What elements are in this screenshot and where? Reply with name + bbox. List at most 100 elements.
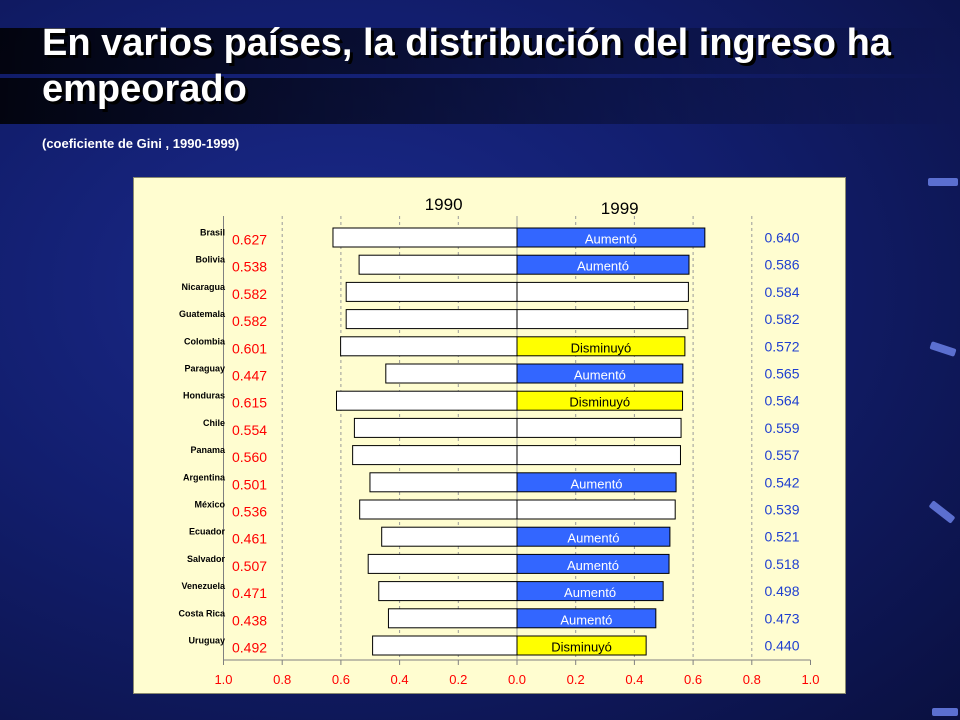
country-label: Costa Rica xyxy=(178,608,226,618)
country-label: Colombia xyxy=(184,336,226,346)
bar-1999 xyxy=(516,526,671,547)
change-label: Disminuyó xyxy=(551,640,612,655)
bar-1990 xyxy=(378,581,518,602)
value-1990-label: 0.471 xyxy=(232,585,267,601)
x-tick-label: 1.0 xyxy=(214,672,232,687)
value-1990-label: 0.582 xyxy=(232,313,267,329)
bar-1999 xyxy=(516,254,690,275)
value-1999-label: 0.539 xyxy=(764,502,799,518)
value-1990-label: 0.501 xyxy=(232,476,267,492)
bar-1990 xyxy=(352,445,518,466)
x-tick-label: 1.0 xyxy=(801,672,819,687)
change-label: Aumentó xyxy=(571,476,623,491)
value-1999-label: 0.440 xyxy=(764,638,799,654)
bar-1999 xyxy=(516,472,677,493)
bar-1999 xyxy=(516,281,689,302)
value-1990-label: 0.560 xyxy=(232,449,267,465)
bar-1999 xyxy=(516,227,706,248)
value-1999-label: 0.473 xyxy=(764,610,799,626)
chart-panel: 1.0 0.8 0.6 0.4 0.2 0.0 0.2 0.4 0.6 0.8 1.0 1990 199… xyxy=(133,177,846,694)
country-label: Guatemala xyxy=(179,309,226,319)
value-1999-label: 0.565 xyxy=(764,366,799,382)
bar-1990 xyxy=(385,363,518,384)
value-1990-label: 0.538 xyxy=(232,259,267,275)
bar-1990 xyxy=(367,553,518,574)
decorative-dash xyxy=(928,500,956,524)
country-label: Salvador xyxy=(187,554,226,564)
bar-1999 xyxy=(516,608,657,629)
country-label: Argentina xyxy=(183,472,226,482)
x-tick-label: 0.4 xyxy=(391,672,409,687)
change-label: Aumentó xyxy=(560,612,612,627)
value-1990-label: 0.615 xyxy=(232,395,267,411)
value-1999-label: 0.564 xyxy=(764,393,799,409)
bar-1990 xyxy=(372,635,518,656)
value-1990-label: 0.447 xyxy=(232,368,267,384)
dark-band-2 xyxy=(0,78,960,124)
bar-1999 xyxy=(516,635,647,656)
change-label: Disminuyó xyxy=(569,395,630,410)
bar-1990 xyxy=(359,499,518,520)
country-label: México xyxy=(194,500,225,510)
bar-1990 xyxy=(369,472,518,493)
value-1999-label: 0.542 xyxy=(764,474,799,490)
x-tick-label: 0.0 xyxy=(508,672,526,687)
value-1990-label: 0.627 xyxy=(232,232,267,248)
x-tick-label: 0.8 xyxy=(743,672,761,687)
bar-1990 xyxy=(381,526,518,547)
change-label: Aumentó xyxy=(577,259,629,274)
x-tick-label: 0.4 xyxy=(625,672,643,687)
bar-1999 xyxy=(516,445,681,466)
value-1999-label: 0.518 xyxy=(764,556,799,572)
country-label: Uruguay xyxy=(188,636,225,646)
country-label: Paraguay xyxy=(184,364,225,374)
value-1999-label: 0.584 xyxy=(764,284,799,300)
decorative-dash xyxy=(928,178,958,186)
bar-1990 xyxy=(340,336,518,357)
decorative-dash xyxy=(929,341,957,357)
value-1990-label: 0.582 xyxy=(232,286,267,302)
bar-1999 xyxy=(516,417,682,438)
country-label: Ecuador xyxy=(189,527,226,537)
bar-1990 xyxy=(345,309,518,330)
value-1999-label: 0.586 xyxy=(764,257,799,273)
value-1999-label: 0.572 xyxy=(764,338,799,354)
x-tick-label: 0.6 xyxy=(684,672,702,687)
value-1999-label: 0.498 xyxy=(764,583,799,599)
country-label: Brasil xyxy=(200,228,225,238)
bar-1990 xyxy=(358,254,518,275)
year-label-right: 1999 xyxy=(601,199,639,218)
value-1999-label: 0.521 xyxy=(764,529,799,545)
year-label-left: 1990 xyxy=(425,195,463,214)
change-label: Aumentó xyxy=(564,585,616,600)
value-1999-label: 0.559 xyxy=(764,420,799,436)
bar-1999 xyxy=(516,581,664,602)
country-label: Bolivia xyxy=(195,255,226,265)
bar-1990 xyxy=(345,281,518,302)
bar-1999 xyxy=(516,363,684,384)
bar-1999 xyxy=(516,336,686,357)
change-label: Aumentó xyxy=(574,368,626,383)
bar-1999 xyxy=(516,390,684,411)
dark-band-1 xyxy=(0,28,960,74)
country-label: Chile xyxy=(203,418,225,428)
decorative-dash xyxy=(932,708,958,716)
gini-chart: 1.0 0.8 0.6 0.4 0.2 0.0 0.2 0.4 0.6 0.8 1.0 1990 199… xyxy=(178,195,819,687)
bar-1999 xyxy=(516,553,670,574)
x-tick-label: 0.2 xyxy=(567,672,585,687)
change-label: Aumentó xyxy=(585,232,637,247)
country-label: Honduras xyxy=(183,391,225,401)
x-tick-label: 0.6 xyxy=(332,672,350,687)
bar-1999 xyxy=(516,309,689,330)
value-1999-label: 0.640 xyxy=(764,230,799,246)
slide-subtitle: (coeficiente de Gini , 1990-1999) xyxy=(42,136,240,151)
x-tick-label: 0.2 xyxy=(449,672,467,687)
bar-1990 xyxy=(353,417,518,438)
bar-1999 xyxy=(516,499,676,520)
slide-title: En varios países, la distribución del in… xyxy=(42,22,891,110)
change-label: Aumentó xyxy=(567,531,619,546)
value-1999-label: 0.582 xyxy=(764,311,799,327)
value-1990-label: 0.554 xyxy=(232,422,267,438)
x-tick-label: 0.8 xyxy=(273,672,291,687)
country-label: Venezuela xyxy=(181,581,226,591)
